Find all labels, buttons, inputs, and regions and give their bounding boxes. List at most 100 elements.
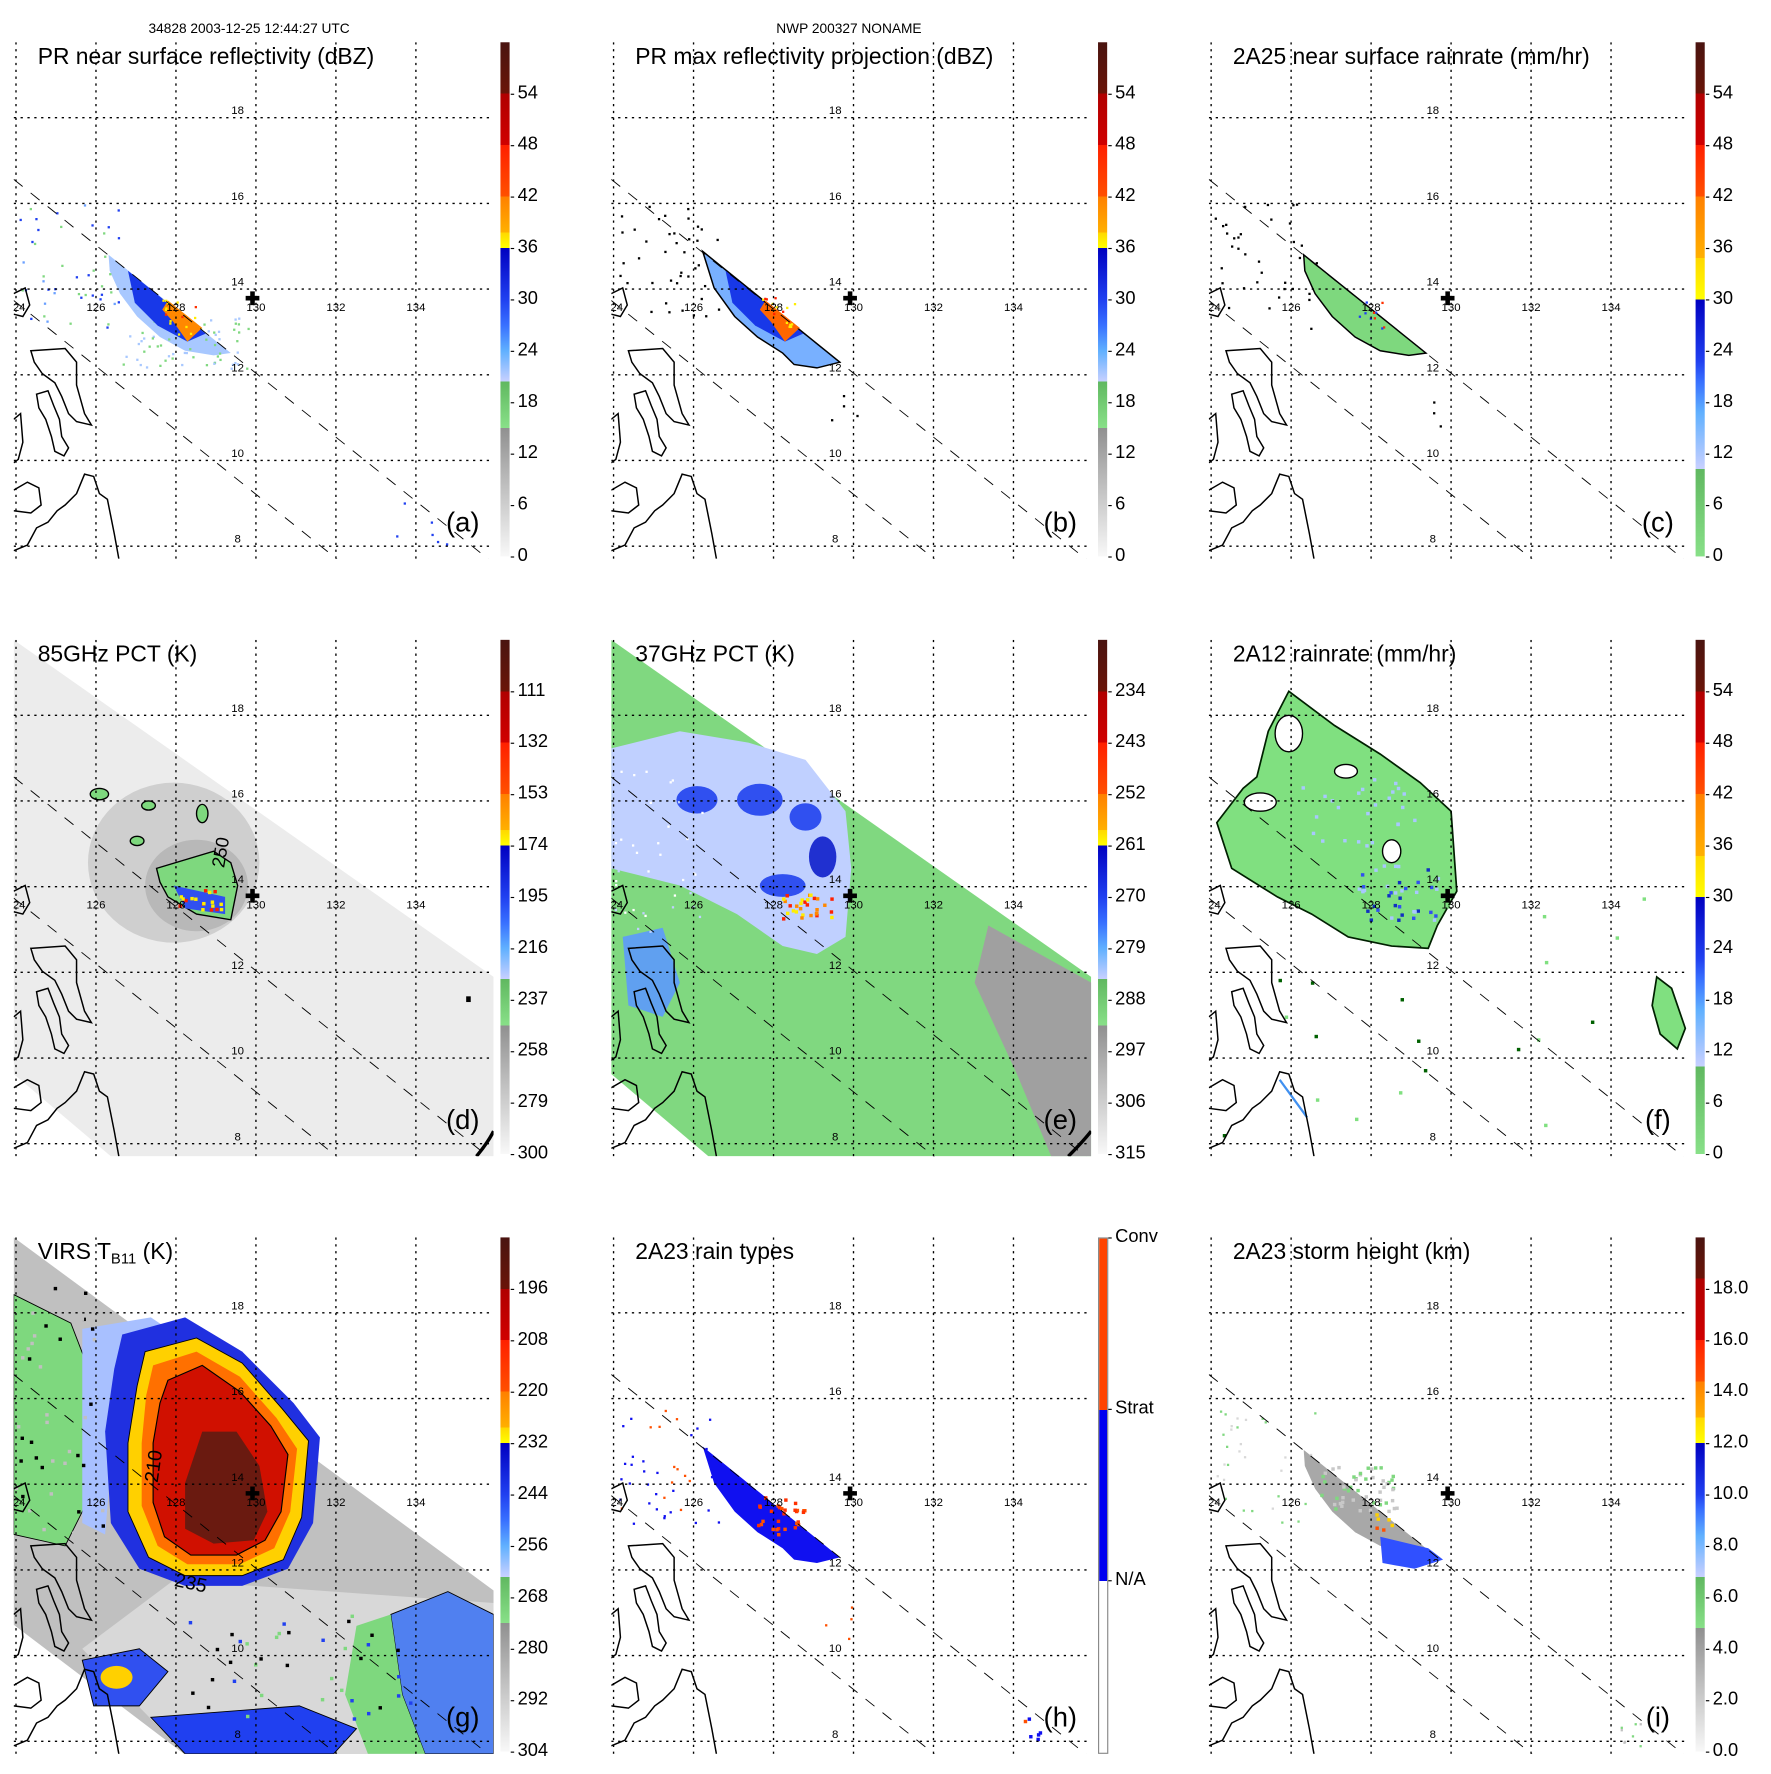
cloud-cell xyxy=(21,1494,25,1499)
rain-pixel xyxy=(445,543,449,546)
colorbar-tick xyxy=(1705,1700,1710,1702)
rain-outline xyxy=(1300,244,1303,247)
colorbar-label: 153 xyxy=(517,783,549,804)
colorbar-label: 243 xyxy=(1115,732,1146,752)
rain-outline xyxy=(688,238,691,241)
rain-pixel xyxy=(213,362,216,365)
orbit-time-header: 34828 2003-12-25 12:44:27 UTC xyxy=(148,20,350,37)
rain-pixel xyxy=(1393,864,1398,869)
rain-outline xyxy=(1284,1015,1289,1019)
colorbar-tick xyxy=(1705,1288,1710,1290)
storm-height xyxy=(1323,1471,1327,1475)
storm-height xyxy=(1368,1508,1373,1513)
swath-edge-line xyxy=(13,179,489,559)
rain-outline xyxy=(1516,1047,1521,1052)
rain-pixel xyxy=(1414,890,1419,895)
rain-pixel xyxy=(100,293,104,296)
storm-height xyxy=(1375,1513,1379,1517)
rain-pixel xyxy=(762,298,765,301)
emission-pixel xyxy=(669,781,672,784)
rain-pixel xyxy=(1412,916,1416,921)
latitude-label: 18 xyxy=(829,1300,842,1312)
colorbar-label: 292 xyxy=(517,1689,549,1710)
colorbar xyxy=(500,639,510,1155)
rain-pixel xyxy=(148,345,151,348)
emission-core xyxy=(798,906,803,911)
rain-pixel xyxy=(789,323,792,327)
storm-center-cross-icon xyxy=(245,291,260,306)
latitude-label: 12 xyxy=(829,960,842,972)
deep-convection xyxy=(179,895,184,899)
rain-pixel xyxy=(143,337,146,340)
colorbar-tick xyxy=(1108,1237,1112,1239)
rain-outline xyxy=(650,310,653,314)
emission-pixel xyxy=(622,865,626,868)
longitude-label: 128 xyxy=(764,302,783,314)
colorbar-tick xyxy=(510,1288,515,1290)
emission-core xyxy=(809,913,813,918)
rain-outline xyxy=(1433,401,1436,404)
convective-rain xyxy=(642,1460,645,1463)
storm-height xyxy=(1348,1485,1353,1490)
colorbar-tick xyxy=(1705,1494,1710,1496)
emission-pixel xyxy=(671,779,675,782)
colorbar-tick xyxy=(510,556,515,558)
colorbar-tick xyxy=(1705,1391,1710,1393)
convective-rain xyxy=(777,1505,782,1510)
longitude-label: 134 xyxy=(1602,899,1622,911)
rain-pixel xyxy=(1381,301,1384,305)
map-panel-a: 18 16 14 12 10 8 124 126 128 130 132 134 (a) xyxy=(13,42,494,559)
rain-outline xyxy=(651,281,654,285)
stratiform-rain xyxy=(1023,1719,1028,1724)
colorbar-tick xyxy=(1108,948,1112,950)
latitude-label: 14 xyxy=(829,277,842,289)
rain-pixel xyxy=(152,335,155,338)
stratiform-rain xyxy=(1036,1737,1040,1742)
coastline xyxy=(13,1676,42,1709)
emission-pixel xyxy=(678,878,681,881)
latitude-label: 18 xyxy=(829,703,842,715)
rain-pixel xyxy=(1400,889,1404,893)
colorbar-tick xyxy=(1705,93,1710,95)
longitude-label: 132 xyxy=(1522,302,1541,314)
panel-i: 18 16 14 12 10 8 124 126 128 130 132 134 (i) 2A23 sto… xyxy=(1208,1237,1757,1774)
cloud-cell xyxy=(232,1679,237,1684)
colorbar-label: 8.0 xyxy=(1712,1535,1739,1556)
rain-pixel xyxy=(790,323,794,326)
storm-height xyxy=(1244,1418,1248,1422)
rain-outline xyxy=(1308,292,1311,296)
colorbar-label: 196 xyxy=(517,1278,549,1298)
rain-outline xyxy=(1222,1134,1227,1138)
rain-pixel xyxy=(1436,877,1441,881)
colorbar-label: 42 xyxy=(1115,186,1136,206)
emission-pixel xyxy=(624,911,627,914)
longitude-label: 124 xyxy=(611,899,623,911)
rain-outline xyxy=(681,309,684,312)
swath-edge-line xyxy=(611,300,935,559)
emission-core xyxy=(800,916,804,920)
title-text: VIRS T xyxy=(37,1239,111,1265)
panel-letter: (f) xyxy=(1645,1104,1671,1135)
storm-height xyxy=(1358,1471,1363,1476)
convective-rain xyxy=(850,1618,853,1621)
convective-rain xyxy=(793,1508,797,1512)
longitude-label: 126 xyxy=(684,1497,703,1509)
rain-pixel xyxy=(396,535,399,538)
rain-outline xyxy=(1284,281,1287,284)
colorbar xyxy=(1098,42,1108,557)
cloud-cell xyxy=(210,1677,215,1682)
longitude-label: 126 xyxy=(1282,1497,1301,1509)
coastline xyxy=(29,347,93,427)
gray-warm-region xyxy=(974,925,1092,1157)
cloud-cell xyxy=(90,1327,95,1331)
deep-convection xyxy=(213,889,217,894)
rain-pixel xyxy=(159,364,162,367)
rain-pixel xyxy=(33,242,37,246)
storm-height xyxy=(1334,1507,1338,1511)
longitude-label: 124 xyxy=(14,1497,26,1509)
convective-rain xyxy=(656,1471,659,1475)
storm-height xyxy=(1331,1467,1335,1471)
rain-outline xyxy=(696,225,700,228)
colorbar-label: 288 xyxy=(1115,989,1146,1009)
colorbar-label: 24 xyxy=(1712,938,1734,958)
